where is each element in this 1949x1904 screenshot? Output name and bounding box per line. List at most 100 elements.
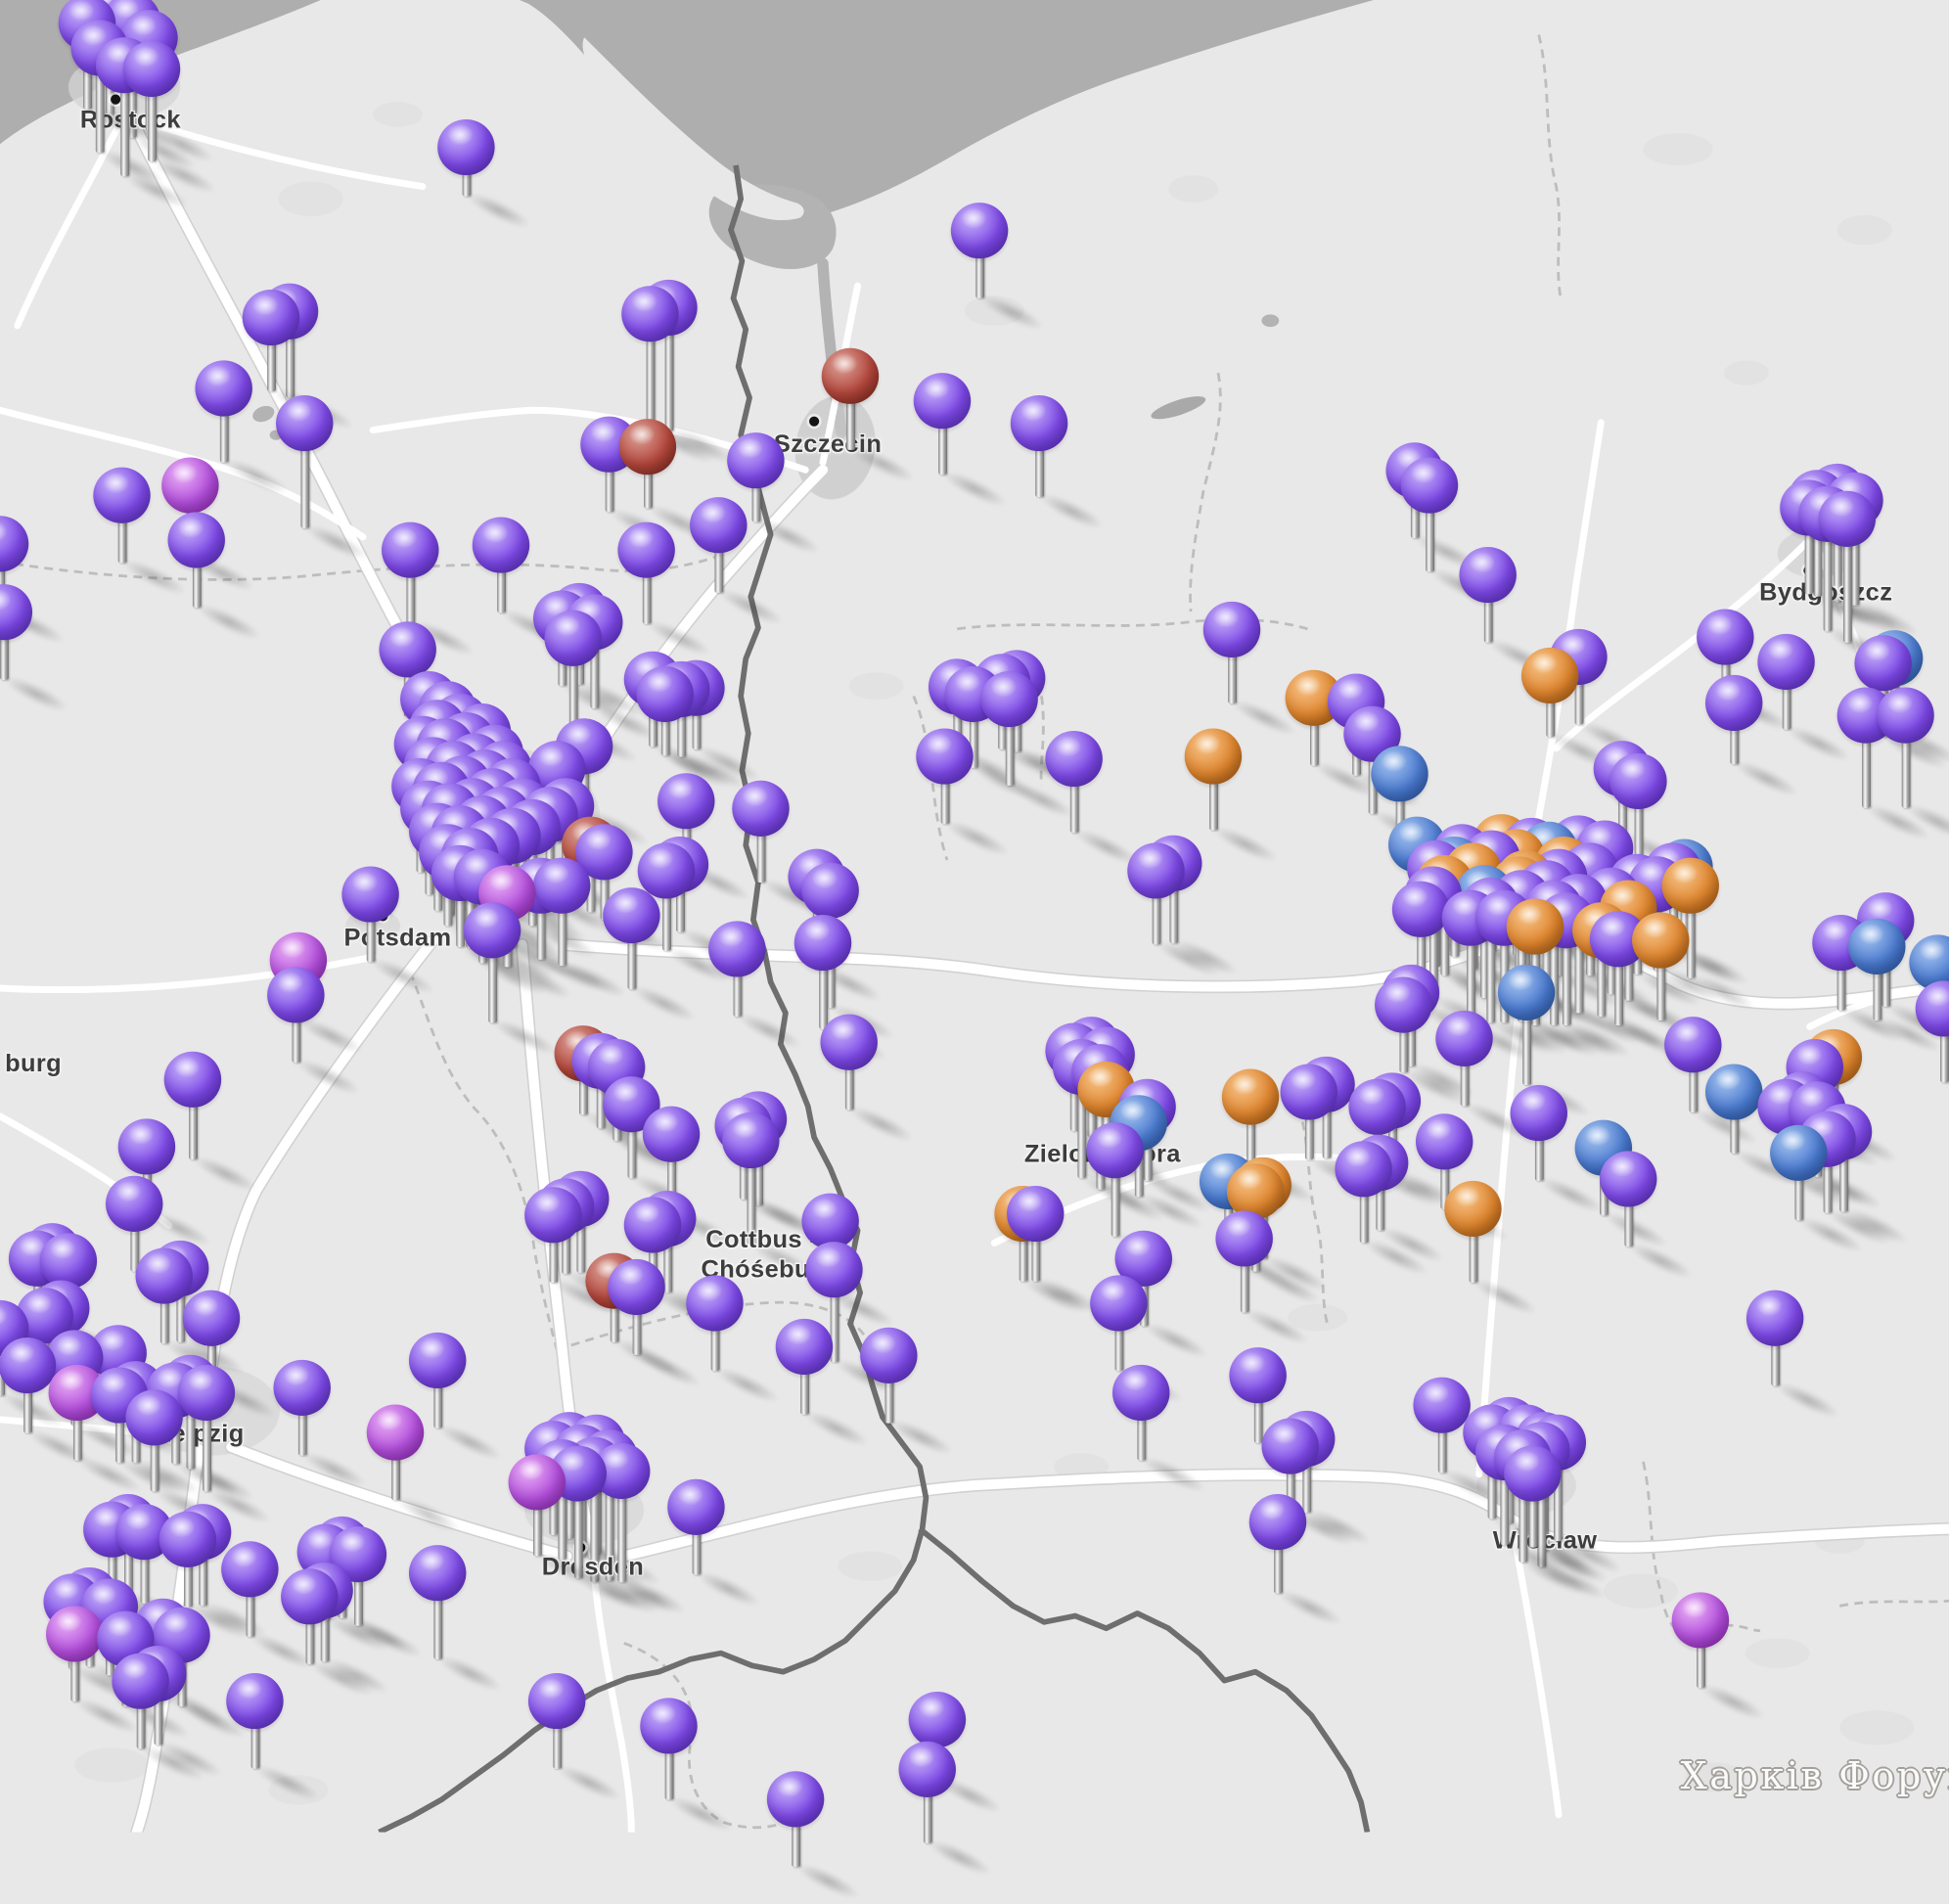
country-borders-layer [378, 164, 1371, 1833]
pin-balloon-purple [177, 1364, 236, 1422]
pin-balloon-purple [1459, 546, 1517, 604]
pin-balloon-purple [1664, 1017, 1722, 1073]
pin-balloon-purple [379, 621, 436, 678]
pin-stem [1823, 513, 1832, 632]
pin-stem [713, 524, 723, 593]
pin-stem [1069, 757, 1079, 834]
pin-stem [750, 460, 760, 522]
pin-balloon-purple [117, 1118, 176, 1175]
pin-balloon-purple [544, 610, 602, 666]
pin-stem [756, 807, 765, 883]
pin-stem [829, 1269, 839, 1363]
pin-balloon-purple [1127, 842, 1185, 899]
pin-balloon-purple [1391, 881, 1450, 937]
pin-balloon-purple [793, 915, 852, 972]
pin-stem [299, 422, 309, 528]
pin-stem [818, 941, 828, 1029]
pin-stem [599, 851, 609, 921]
pin-stem [940, 755, 949, 825]
pin-stem [147, 68, 157, 162]
pin-stem [496, 544, 506, 613]
pin-stem [297, 1386, 307, 1456]
pin-stem [1770, 1317, 1780, 1386]
pin-stem [1030, 1212, 1040, 1282]
pin-stem [1273, 1520, 1283, 1594]
pin-balloon-purple [524, 1187, 582, 1244]
pin-balloon-purple [722, 1112, 780, 1169]
pin-balloon-orange [1184, 728, 1243, 785]
pin-stem [1309, 697, 1319, 766]
pin-stem [969, 693, 978, 769]
pin-stem [1596, 929, 1606, 1018]
pin-stem [1499, 1451, 1509, 1546]
pin-balloon-purple [112, 1653, 169, 1709]
pin-stem [610, 1280, 619, 1343]
pin-stem [1499, 917, 1509, 1023]
pin-stem [648, 1224, 657, 1293]
pin-stem [1793, 1152, 1803, 1221]
pin-balloon-purple [603, 887, 660, 944]
pin-stem [0, 543, 5, 612]
pin-stem [1076, 1066, 1086, 1179]
pin-stem [596, 1060, 606, 1129]
pin-stem [1019, 1212, 1027, 1282]
pin-balloon-orange [1632, 912, 1690, 969]
pin-stem [123, 1520, 133, 1597]
pin-balloon-purple [608, 1258, 665, 1316]
pin-stem [691, 687, 701, 750]
pin-stem [1304, 1091, 1314, 1160]
pin-stem [643, 446, 653, 509]
pin-stem [1466, 917, 1475, 1029]
pin-balloon-purple [686, 1275, 744, 1332]
pin-stem [568, 637, 578, 731]
pin-stem [285, 310, 295, 398]
pin-stem [291, 994, 300, 1064]
pin-balloon-purple [950, 203, 1009, 259]
pin-stem [1240, 1238, 1249, 1313]
pin-stem [206, 1317, 216, 1386]
pin-stem [1375, 1161, 1384, 1231]
pin-balloon-purple [276, 394, 334, 452]
pin-stem [1729, 1091, 1739, 1154]
pin-stem [188, 1078, 198, 1160]
pin-stem [1416, 908, 1426, 1009]
pin-stem [732, 948, 742, 1018]
pin-balloon-purple [1435, 1010, 1493, 1067]
pin-stem [266, 316, 276, 392]
pin-balloon-purple [39, 1233, 98, 1290]
pin-stem [366, 893, 376, 963]
pin-stem [114, 1394, 124, 1464]
pin-stem [661, 870, 671, 951]
pin-balloon-purple [135, 1247, 193, 1304]
pin-balloon-purple [1877, 687, 1934, 744]
pin-balloon-purple [860, 1327, 918, 1383]
pin-balloon-purple [1415, 1113, 1473, 1170]
pin-stem [573, 1473, 583, 1579]
pin-balloon-magenta [366, 1404, 425, 1461]
pin-stem [1005, 698, 1015, 786]
pin-stem [844, 1041, 854, 1111]
pin-balloon-purple [408, 1545, 467, 1602]
pin-stem [1527, 1473, 1537, 1548]
pin-balloon-blue [1770, 1124, 1828, 1181]
city-dot-rostock [111, 94, 121, 105]
pin-stem [1861, 714, 1871, 808]
pin-stem [1545, 674, 1555, 738]
pin-balloon-purple [163, 1051, 222, 1108]
pin-stem [129, 1202, 139, 1272]
pin-stem [1168, 862, 1178, 944]
pin-balloon-purple [727, 432, 785, 489]
pin-balloon-purple [805, 1242, 863, 1298]
pin-balloon-purple [820, 1014, 878, 1070]
pin-stem [107, 1528, 116, 1598]
pin-stem [974, 230, 984, 298]
pin-balloon-purple [273, 1359, 331, 1416]
pin-stem [1439, 1141, 1449, 1210]
pin-stem [1536, 1449, 1546, 1567]
pin-stem [545, 814, 554, 902]
pin-stem [153, 1672, 162, 1745]
pin-balloon-purple [1086, 1122, 1144, 1179]
pin-stem [1803, 507, 1813, 595]
pin-balloon-purple [1045, 730, 1103, 788]
